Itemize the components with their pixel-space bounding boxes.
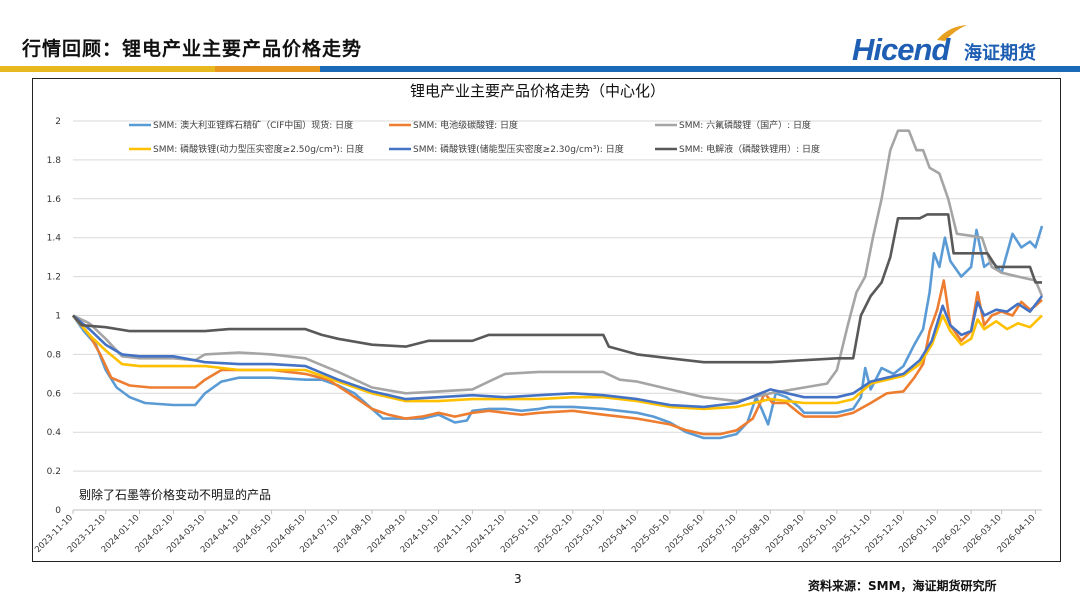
y-tick-label: 0.6 xyxy=(47,389,62,399)
series-line-4 xyxy=(72,314,1043,411)
y-tick-label: 1.6 xyxy=(47,195,62,205)
chart-title: 锂电产业主要产品价格走势（中心化） xyxy=(410,82,665,100)
y-tick-label: 1.8 xyxy=(47,156,62,166)
legend-label-2: SMM: 电池级碳酸锂: 日度 xyxy=(413,119,518,131)
chart-annotation: 剔除了石墨等价格变动不明显的产品 xyxy=(79,487,271,502)
legend-label-6: SMM: 电解液（磷酸铁锂用）: 日度 xyxy=(679,143,820,155)
legend-label-5: SMM: 磷酸铁锂(储能型压实密度≥2.30g/cm³): 日度 xyxy=(413,143,624,155)
series-line-6 xyxy=(72,213,1042,364)
price-trend-chart: 锂电产业主要产品价格走势（中心化） 0 0.2 0.4 0.6 0.8 1 1.2 1.4 1.6… xyxy=(33,82,1044,555)
y-tick-label: 0.4 xyxy=(47,428,62,438)
y-tick-label: 1 xyxy=(55,312,61,322)
y-tick-label: 0.8 xyxy=(47,350,62,360)
header-stripe-orange xyxy=(215,66,320,72)
logo-text-cn: 海证期货 xyxy=(964,43,1036,64)
y-tick-label: 1.2 xyxy=(47,273,61,283)
brand-logo: Hicend 海证期货 xyxy=(852,25,1052,68)
legend-label-4: SMM: 磷酸铁锂(动力型压实密度≥2.50g/cm³): 日度 xyxy=(153,143,364,155)
series-line-2 xyxy=(72,279,1043,436)
legend-label-1: SMM: 澳大利亚锂辉石精矿（CIF中国）现货: 日度 xyxy=(153,119,353,131)
source-note: 资料来源：SMM，海证期货研究所 xyxy=(808,579,997,593)
y-tick-label: 1.4 xyxy=(47,234,62,244)
legend-label-3: SMM: 六氟磷酸锂（国产）: 日度 xyxy=(679,119,811,131)
logo-text-en: Hicend xyxy=(852,32,950,67)
chart-frame xyxy=(32,78,1061,562)
page-title: 行情回顾：锂电产业主要产品价格走势 xyxy=(22,38,363,60)
header-stripe-gold xyxy=(0,66,215,72)
page-number: 3 xyxy=(514,572,522,586)
logo-swoosh-icon xyxy=(937,25,967,41)
series-line-1 xyxy=(71,225,1044,440)
series-line-3 xyxy=(72,129,1044,403)
y-tick-label: 0 xyxy=(55,506,61,516)
series-line-5 xyxy=(72,295,1044,409)
y-tick-label: 2 xyxy=(55,117,61,127)
header-stripe-blue xyxy=(320,66,1080,72)
y-tick-label: 0.2 xyxy=(47,467,61,477)
